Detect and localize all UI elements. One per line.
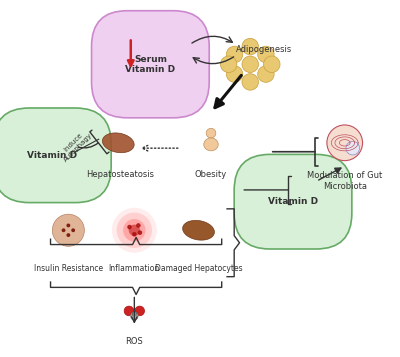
FancyBboxPatch shape: [92, 11, 209, 118]
Circle shape: [66, 223, 70, 227]
Circle shape: [137, 224, 140, 227]
Circle shape: [242, 38, 258, 55]
Text: Vitamin D: Vitamin D: [268, 197, 318, 206]
Text: Damaged Hepatocytes: Damaged Hepatocytes: [155, 264, 242, 273]
Ellipse shape: [183, 220, 214, 240]
Circle shape: [124, 306, 134, 316]
Ellipse shape: [204, 138, 218, 151]
Circle shape: [128, 226, 131, 229]
Circle shape: [135, 306, 144, 316]
Circle shape: [327, 125, 362, 161]
Text: Vitamin D: Vitamin D: [27, 151, 77, 160]
Circle shape: [138, 231, 142, 234]
Circle shape: [130, 313, 138, 320]
Circle shape: [112, 208, 157, 253]
Circle shape: [258, 66, 274, 82]
Text: ROS: ROS: [126, 337, 143, 346]
Circle shape: [133, 233, 136, 236]
Circle shape: [71, 228, 75, 232]
Ellipse shape: [102, 133, 134, 153]
Circle shape: [242, 74, 258, 90]
Text: Obesity: Obesity: [195, 170, 227, 178]
Circle shape: [226, 66, 243, 82]
Circle shape: [220, 56, 237, 72]
FancyBboxPatch shape: [0, 108, 111, 203]
Circle shape: [264, 56, 280, 72]
Circle shape: [258, 46, 274, 63]
Circle shape: [129, 225, 140, 236]
Text: Serum
Vitamin D: Serum Vitamin D: [125, 55, 176, 74]
Text: Insulin Resistance: Insulin Resistance: [34, 264, 103, 273]
Circle shape: [226, 46, 243, 63]
Circle shape: [346, 141, 360, 155]
Circle shape: [52, 214, 84, 246]
Text: Modulation of Gut
Microbiota: Modulation of Gut Microbiota: [307, 171, 382, 191]
Circle shape: [123, 219, 146, 242]
Text: Induce
Autophagy: Induce Autophagy: [58, 127, 94, 162]
Circle shape: [66, 233, 70, 237]
Circle shape: [206, 129, 216, 138]
Circle shape: [117, 213, 152, 248]
Text: Hepatosteatosis: Hepatosteatosis: [86, 170, 154, 178]
FancyBboxPatch shape: [234, 155, 352, 249]
Circle shape: [62, 228, 66, 232]
Text: Adipogenesis: Adipogenesis: [236, 45, 293, 54]
Text: Inflammation: Inflammation: [109, 264, 160, 273]
Circle shape: [242, 56, 258, 72]
